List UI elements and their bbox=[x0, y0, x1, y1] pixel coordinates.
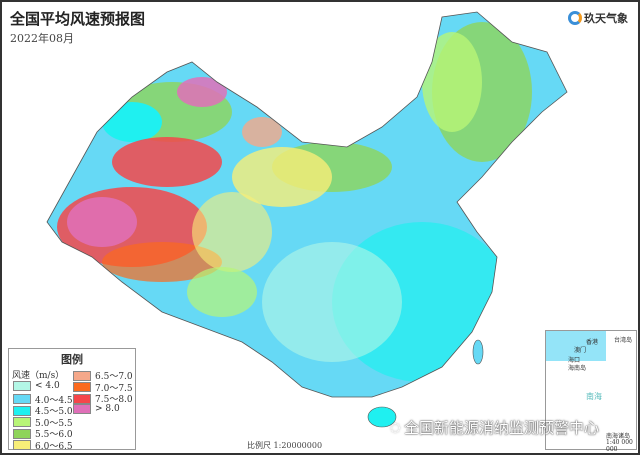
legend-swatch bbox=[13, 405, 31, 416]
inset-label: 台湾岛 bbox=[614, 337, 633, 344]
watermark: 全国新能源消纳监测预警中心 bbox=[404, 419, 600, 437]
legend-item: 7.5～8.0 bbox=[73, 392, 133, 405]
legend-swatch bbox=[13, 428, 31, 439]
legend-label: 4.0～4.5 bbox=[35, 395, 73, 406]
inset-label: 澳门 bbox=[574, 347, 587, 354]
legend-title: 图例 bbox=[61, 353, 83, 366]
legend-item: < 4.0 bbox=[13, 381, 60, 391]
legend-swatch bbox=[13, 394, 31, 404]
legend-item: 6.5～7.0 bbox=[73, 369, 133, 382]
taiwan-island bbox=[472, 339, 484, 365]
legend-item: 4.5～5.0 bbox=[13, 404, 73, 417]
legend-label: 5.5～6.0 bbox=[35, 430, 73, 440]
legend-swatch bbox=[73, 382, 91, 392]
legend: 图例 风速（m/s） < 4.0 4.0～4.5 4.5～5.0 5.0～5.5 5.5… bbox=[8, 348, 136, 452]
inset-label: 海口 bbox=[568, 357, 581, 364]
wechat-icon: ◌ bbox=[390, 420, 401, 434]
legend-swatch bbox=[73, 370, 91, 381]
legend-item: 5.5～6.0 bbox=[13, 427, 73, 440]
hainan-island bbox=[367, 406, 397, 428]
legend-label: < 4.0 bbox=[35, 381, 60, 391]
map-title: 全国平均风速预报图 bbox=[10, 10, 146, 28]
legend-swatch bbox=[73, 403, 91, 414]
inset-title: 南海诸岛 bbox=[606, 433, 631, 440]
legend-item: 6.0～6.5 bbox=[13, 439, 73, 452]
inset-label: 香港 bbox=[586, 339, 599, 346]
inset-label: 海南岛 bbox=[568, 365, 587, 372]
legend-swatch bbox=[13, 381, 31, 391]
legend-label: 7.5～8.0 bbox=[95, 395, 133, 405]
logo-icon bbox=[568, 11, 582, 25]
logo: 玖天气象 bbox=[568, 10, 628, 26]
legend-item: 4.0～4.5 bbox=[13, 393, 73, 406]
legend-swatch bbox=[73, 393, 91, 404]
legend-item: > 8.0 bbox=[73, 403, 120, 414]
inset-label: 南海 bbox=[586, 392, 602, 401]
legend-item: 7.0～7.5 bbox=[73, 381, 133, 394]
scale-label: 比例尺 1:20000000 bbox=[247, 441, 323, 450]
legend-swatch bbox=[13, 417, 31, 427]
inset-scale: 1:40 000 000 bbox=[606, 439, 633, 453]
south-china-sea-inset: 香港 澳门 台湾岛 海口 海南岛 南海 南海诸岛 1:40 000 000 bbox=[545, 330, 637, 453]
legend-label: 6.0～6.5 bbox=[35, 441, 73, 452]
legend-label: 7.0～7.5 bbox=[95, 383, 133, 394]
legend-label: 6.5～7.0 bbox=[95, 372, 133, 382]
map-date: 2022年08月 bbox=[10, 32, 74, 45]
legend-label: 5.0～5.5 bbox=[35, 418, 73, 429]
legend-unit: 风速（m/s） bbox=[12, 371, 65, 381]
legend-item: 5.0～5.5 bbox=[13, 416, 73, 429]
legend-label: 4.5～5.0 bbox=[35, 407, 73, 417]
legend-swatch bbox=[13, 440, 31, 450]
logo-text: 玖天气象 bbox=[584, 12, 628, 25]
legend-label: > 8.0 bbox=[95, 403, 120, 414]
